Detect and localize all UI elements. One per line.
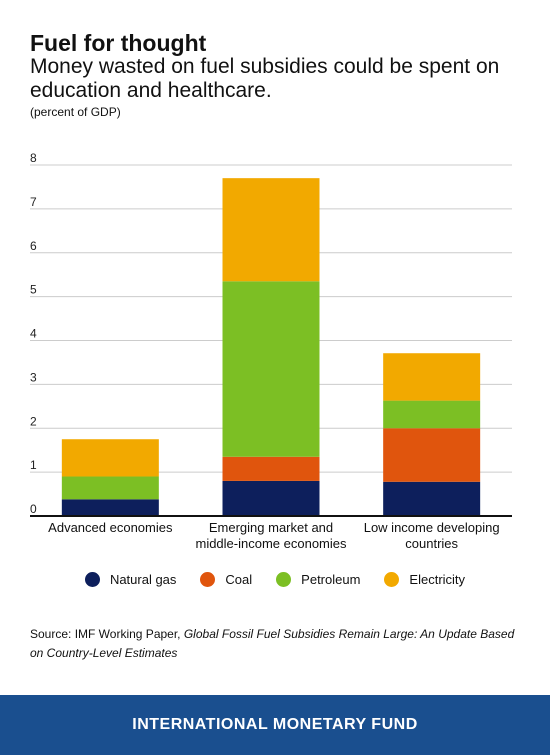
chart-title: Fuel for thought [30, 30, 207, 56]
bar-advanced-economies-petroleum [61, 476, 159, 500]
y-tick-label-6: 6 [30, 239, 37, 253]
source-note: Source: IMF Working Paper, Global Fossil… [30, 625, 530, 663]
legend-swatch-electricity [384, 572, 400, 587]
legend-swatch-natural-gas [84, 572, 100, 587]
x-category-label-emerging-market-and-middle-income-economies: Emerging market and middle-income economi… [195, 520, 347, 551]
chart-subtitle: Money wasted on fuel subsidies could be … [30, 55, 500, 102]
legend: Natural gas Coal Petroleum Electricity [0, 572, 550, 587]
legend-swatch-petroleum [276, 572, 292, 587]
legend-swatch-coal [200, 572, 216, 587]
stacked-bar-chart: 0 1 2 3 4 5 6 7 8 Advanced economies Emerging mark… [30, 151, 512, 551]
bar-advanced-economies-electricity [61, 439, 159, 477]
x-category-label-line: Emerging market and [209, 520, 333, 535]
x-category-label-low-income-developing-countries: Low income developing countries [364, 520, 500, 551]
footer-banner: INTERNATIONAL MONETARY FUND [0, 695, 550, 755]
y-tick-label-0: 0 [30, 502, 37, 516]
y-tick-label-8: 8 [30, 151, 37, 165]
source-prefix: Source: IMF Working Paper, [30, 627, 184, 641]
x-category-label-advanced-economies: Advanced economies [48, 520, 173, 535]
bar-low-income-developing-countries-natural-gas [383, 481, 481, 516]
source-title: Global Fossil Fuel Subsidies Remain Larg… [30, 627, 515, 660]
legend-label-electricity: Electricity [409, 572, 466, 587]
bar-emerging-market-and-middle-income-economies-electricity [222, 178, 320, 282]
bar-low-income-developing-countries-electricity [383, 353, 481, 401]
legend-label-coal: Coal [225, 572, 253, 587]
x-category-label-line: Advanced economies [48, 520, 173, 535]
y-tick-label-7: 7 [30, 195, 37, 209]
y-tick-label-1: 1 [30, 458, 37, 472]
legend-item-electricity: Electricity [384, 572, 465, 587]
legend-item-coal: Coal [200, 572, 252, 587]
x-category-label-line: countries [405, 536, 458, 551]
bar-emerging-market-and-middle-income-economies-natural-gas [222, 480, 320, 516]
legend-item-petroleum: Petroleum [276, 572, 360, 587]
legend-label-natural-gas: Natural gas [109, 572, 177, 587]
legend-label-petroleum: Petroleum [301, 572, 361, 587]
legend-item-natural-gas: Natural gas [84, 572, 177, 587]
y-tick-label-2: 2 [30, 414, 37, 428]
x-category-label-line: Low income developing [364, 520, 500, 535]
bar-low-income-developing-countries-coal [383, 428, 481, 482]
y-tick-label-5: 5 [30, 283, 37, 297]
unit-label: (percent of GDP) [30, 105, 121, 119]
bar-emerging-market-and-middle-income-economies-coal [222, 456, 320, 481]
bar-low-income-developing-countries-petroleum [383, 400, 481, 429]
y-tick-label-3: 3 [30, 370, 37, 384]
y-tick-label-4: 4 [30, 327, 37, 341]
bar-emerging-market-and-middle-income-economies-petroleum [222, 281, 320, 457]
footer-label: INTERNATIONAL MONETARY FUND [132, 716, 418, 733]
bar-advanced-economies-natural-gas [61, 499, 159, 516]
x-category-label-line: middle-income economies [195, 536, 347, 551]
